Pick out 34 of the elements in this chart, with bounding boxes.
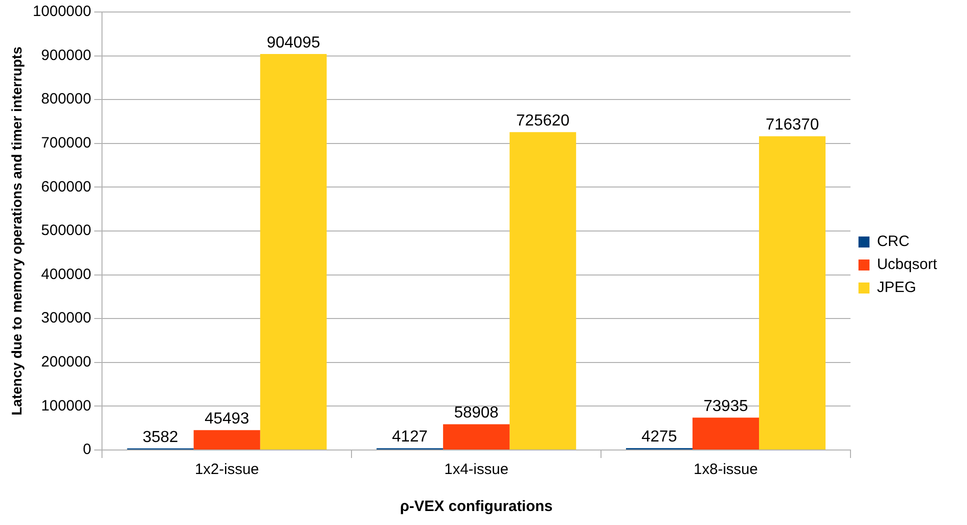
y-tick-label: 200000 — [41, 354, 92, 371]
x-tick-label: 1x8-issue — [694, 461, 758, 478]
y-tick-label: 600000 — [41, 178, 92, 196]
x-tick-label: 1x4-issue — [444, 461, 508, 478]
data-label: 3582 — [142, 428, 178, 446]
y-tick-label: 300000 — [41, 310, 92, 327]
data-label: 716370 — [766, 116, 820, 134]
y-tick-label: 700000 — [41, 134, 92, 152]
legend-label: Ucbqsort — [876, 256, 938, 274]
bar — [510, 132, 576, 450]
bar — [759, 136, 826, 450]
y-tick-label: 400000 — [41, 266, 92, 283]
data-label: 58908 — [454, 404, 499, 422]
y-tick-label: 800000 — [41, 90, 92, 108]
data-label: 73935 — [704, 398, 748, 416]
bar — [260, 54, 327, 450]
data-label: 725620 — [516, 112, 570, 130]
y-axis-title: Latency due to memory operations and timer interrupts — [8, 46, 24, 416]
data-label: 4275 — [641, 428, 678, 446]
legend-label: JPEG — [876, 279, 916, 296]
data-label: 45493 — [204, 410, 250, 428]
data-label: 904095 — [266, 34, 320, 52]
x-axis-title: ρ-VEX configurations — [400, 498, 553, 516]
y-tick-label: 100000 — [41, 397, 92, 414]
data-label: 4127 — [392, 428, 428, 446]
y-tick-label: 500000 — [41, 222, 92, 240]
bar — [692, 418, 760, 450]
bar — [194, 430, 260, 450]
y-tick-label: 0 — [82, 441, 92, 458]
y-tick-label: 1000000 — [32, 3, 92, 20]
bar — [443, 424, 510, 450]
legend-label: CRC — [876, 233, 910, 250]
x-tick-label: 1x2-issue — [194, 461, 260, 478]
y-tick-label: 900000 — [41, 46, 92, 64]
